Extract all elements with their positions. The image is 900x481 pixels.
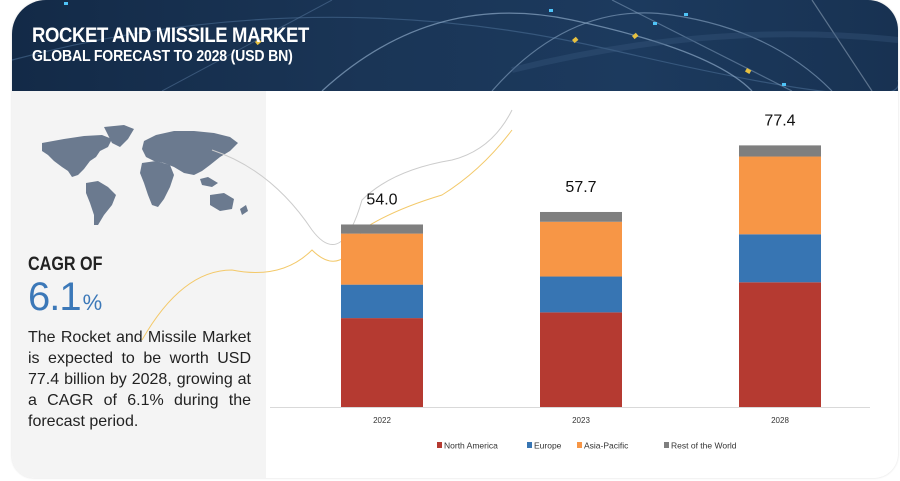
bar-segment-europe-2022 (341, 284, 423, 319)
x-tick-label-2023: 2023 (572, 416, 590, 425)
total-label-2022: 54.0 (366, 191, 397, 208)
cagr-label: CAGR OF (28, 254, 103, 275)
cagr-number: 6.1 (28, 275, 82, 319)
legend-item-rest-of-the-world: Rest of the World (664, 441, 737, 451)
bar-segment-rest-of-the-world-2023 (540, 211, 622, 222)
bar-segment-rest-of-the-world-2028 (739, 145, 821, 157)
bar-segment-rest-of-the-world-2022 (341, 224, 423, 234)
legend-item-asia-pacific: Asia-Pacific (577, 441, 629, 451)
bar-segment-north-america-2023 (540, 312, 622, 407)
legend-swatch (664, 442, 669, 448)
cagr-unit: % (82, 290, 103, 315)
page-title: ROCKET AND MISSILE MARKET (32, 24, 309, 47)
legend-label: Asia-Pacific (584, 441, 629, 451)
total-label-2028: 77.4 (764, 112, 795, 129)
stacked-bar-chart: 54.0 2022 57.7 2023 77.4 2028 North America Eu… (270, 112, 870, 451)
market-description: The Rocket and Missile Market is expecte… (28, 329, 251, 430)
legend-swatch (527, 442, 532, 448)
bar-segment-europe-2023 (540, 276, 622, 313)
bar-segment-north-america-2028 (739, 282, 821, 407)
legend-label: Europe (534, 441, 562, 451)
bar-segment-europe-2028 (739, 234, 821, 283)
total-label-2023: 57.7 (565, 179, 596, 196)
x-tick-label-2028: 2028 (771, 416, 789, 425)
bar-segment-asia-pacific-2028 (739, 156, 821, 235)
legend-swatch (437, 442, 442, 448)
legend-label: Rest of the World (671, 441, 737, 451)
legend-label: North America (444, 441, 498, 451)
legend-item-north-america: North America (437, 441, 498, 451)
summary-panel: CAGR OF 6.1% The Rocket and Missile Mark… (12, 91, 266, 478)
infographic-card: ROCKET AND MISSILE MARKET GLOBAL FORECAS… (12, 0, 898, 478)
legend-item-europe: Europe (527, 441, 562, 451)
cagr-value: 6.1% (28, 275, 103, 320)
header-background-art (12, 0, 898, 91)
header-banner: ROCKET AND MISSILE MARKET GLOBAL FORECAS… (12, 0, 898, 91)
x-tick-label-2022: 2022 (373, 416, 391, 425)
page-subtitle: GLOBAL FORECAST TO 2028 (USD BN) (32, 48, 293, 65)
bar-segment-asia-pacific-2023 (540, 221, 622, 277)
bar-segment-asia-pacific-2022 (341, 233, 423, 285)
bar-segment-north-america-2022 (341, 318, 423, 407)
legend-swatch (577, 442, 582, 448)
world-map-icon (42, 125, 248, 225)
